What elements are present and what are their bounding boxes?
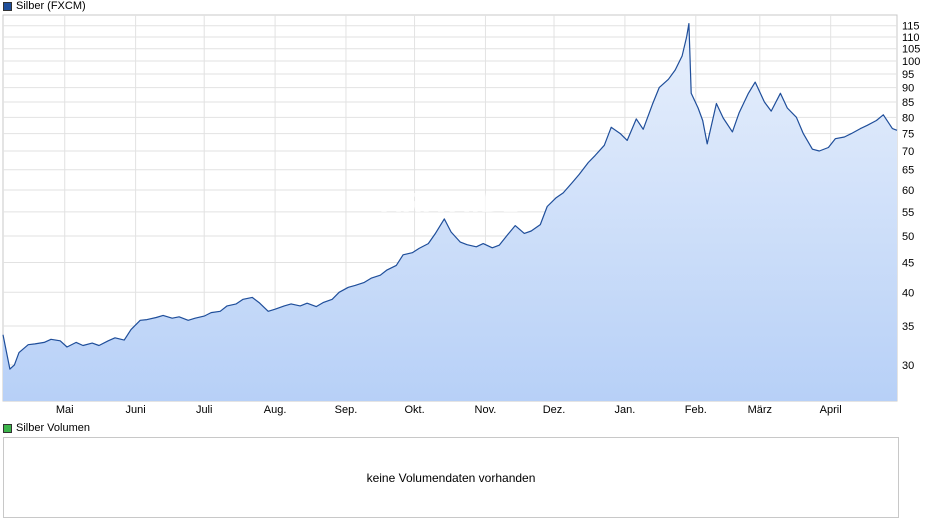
price-chart: ARIVA.DE 30 35 40 45 50 55 60 65 70 75 80 85 90 95100… bbox=[2, 14, 920, 416]
y-tick-label: 55 bbox=[902, 207, 914, 219]
x-tick-label: Okt. bbox=[404, 404, 424, 416]
price-legend-swatch bbox=[3, 2, 12, 11]
x-tick-label: Mai bbox=[56, 404, 74, 416]
y-tick-label: 95 bbox=[902, 69, 914, 81]
y-tick-label: 90 bbox=[902, 83, 914, 95]
y-tick-label: 80 bbox=[902, 112, 914, 124]
no-volume-data-message: keine Volumendaten vorhanden bbox=[366, 471, 536, 485]
y-tick-label: 65 bbox=[902, 165, 914, 177]
x-tick-label: Sep. bbox=[335, 404, 358, 416]
y-tick-label: 40 bbox=[902, 287, 914, 299]
watermark: ARIVA.DE bbox=[381, 189, 521, 219]
price-line bbox=[2, 23, 898, 370]
volume-legend-swatch bbox=[3, 424, 12, 433]
volume-legend-label: Silber Volumen bbox=[16, 422, 90, 434]
price-legend: Silber (FXCM) bbox=[3, 0, 86, 13]
y-tick-label: 75 bbox=[902, 129, 914, 141]
y-tick-label: 70 bbox=[902, 146, 914, 158]
x-tick-label: Aug. bbox=[264, 404, 287, 416]
x-tick-label: Juni bbox=[126, 404, 146, 416]
y-tick-label: 110 bbox=[902, 32, 920, 44]
y-tick-label: 30 bbox=[902, 360, 914, 372]
y-tick-label: 60 bbox=[902, 185, 914, 197]
x-tick-label: April bbox=[820, 404, 842, 416]
y-tick-label: 50 bbox=[902, 231, 914, 243]
x-tick-label: Juli bbox=[196, 404, 213, 416]
y-tick-label: 35 bbox=[902, 321, 914, 333]
volume-panel: keine Volumendaten vorhanden bbox=[3, 437, 899, 518]
y-tick-label: 115 bbox=[902, 21, 920, 33]
x-tick-label: Nov. bbox=[475, 404, 497, 416]
volume-legend: Silber Volumen bbox=[3, 422, 90, 435]
x-tick-label: Jan. bbox=[615, 404, 636, 416]
price-legend-label: Silber (FXCM) bbox=[16, 0, 86, 12]
y-tick-label: 105 bbox=[902, 44, 920, 56]
x-tick-label: Dez. bbox=[543, 404, 566, 416]
y-tick-label: 85 bbox=[902, 97, 914, 109]
x-tick-label: März bbox=[748, 404, 772, 416]
x-tick-label: Feb. bbox=[685, 404, 707, 416]
y-tick-label: 100 bbox=[902, 56, 920, 68]
y-tick-label: 45 bbox=[902, 258, 914, 270]
